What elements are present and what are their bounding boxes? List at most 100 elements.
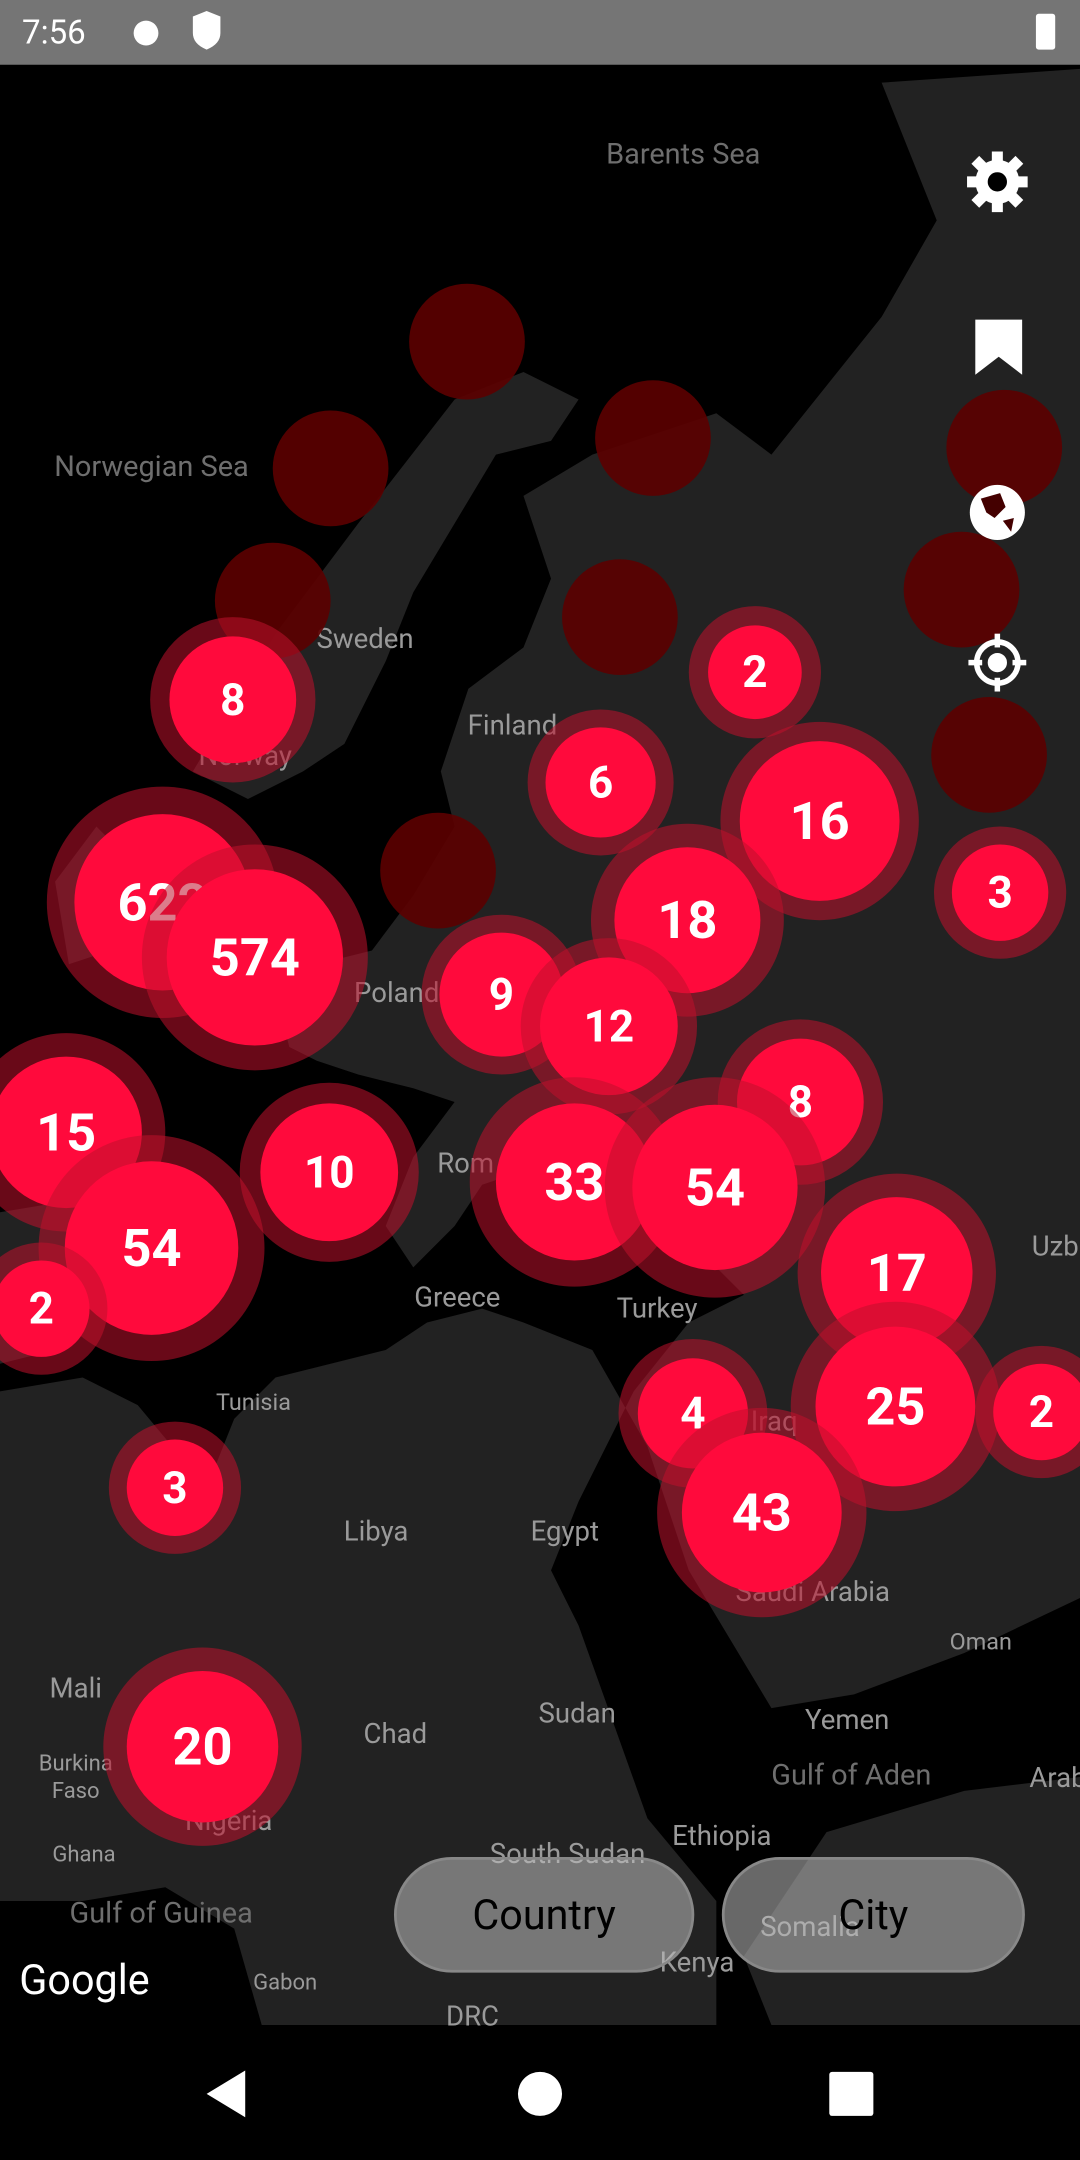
cluster[interactable]: 6 (527, 709, 674, 856)
battery-icon (1035, 13, 1056, 50)
map-label: Tunisia (216, 1388, 291, 1416)
cluster-core (64, 1161, 239, 1335)
cluster[interactable]: 54 (604, 1077, 826, 1298)
cluster-count: 54 (122, 1217, 182, 1279)
cluster[interactable]: 574 (141, 844, 368, 1071)
cluster-core (632, 1104, 798, 1271)
cluster[interactable]: 2 (688, 606, 822, 739)
cluster[interactable]: 8 (150, 617, 316, 783)
map-label: Yemen (805, 1703, 889, 1736)
map-label: Gulf of Guinea (70, 1896, 253, 1930)
cluster-count: 12 (584, 1000, 635, 1052)
map-label: Sweden (317, 622, 414, 655)
cluster[interactable]: 3 (933, 826, 1067, 959)
city-button[interactable]: City (721, 1856, 1025, 1973)
cluster-core (126, 1670, 279, 1823)
cluster-core (815, 1326, 976, 1487)
cluster-core (540, 957, 678, 1096)
empty-cluster[interactable] (946, 389, 1063, 506)
cluster-core (126, 1439, 224, 1536)
cluster-core (0, 1260, 90, 1357)
map-label: Ethiopia (672, 1819, 771, 1852)
map-label: Faso (52, 1779, 100, 1804)
status-icon (192, 11, 221, 50)
cluster[interactable]: 43 (657, 1407, 867, 1618)
empty-cluster[interactable] (562, 559, 678, 675)
map-label: Gabon (253, 1971, 317, 1996)
cluster-core (169, 636, 297, 764)
empty-clusters (214, 283, 1063, 929)
google-logo: Google (19, 1957, 149, 2005)
empty-cluster[interactable] (903, 531, 1020, 648)
empty-cluster[interactable] (595, 380, 711, 496)
map-label: Chad (364, 1717, 428, 1750)
button-label: City (838, 1892, 908, 1940)
locate-button[interactable] (968, 633, 1027, 692)
cluster-core (739, 741, 900, 901)
cluster-count: 43 (732, 1482, 792, 1544)
bookmark-button[interactable] (975, 319, 1023, 375)
cluster-core (993, 1363, 1080, 1461)
cluster-count: 10 (304, 1146, 355, 1198)
cluster-count: 2 (742, 646, 767, 698)
map-label: Barents Sea (606, 137, 760, 171)
map-label: Finland (468, 709, 558, 742)
map-label: Burkina (39, 1751, 113, 1776)
cluster-count: 6 (588, 756, 613, 808)
map-label: Turkey (617, 1291, 698, 1324)
globe-button[interactable] (969, 484, 1025, 540)
map-label: Mali (50, 1672, 102, 1705)
status-bar (0, 0, 1080, 65)
cluster[interactable]: 10 (239, 1082, 419, 1262)
cluster-count: 20 (172, 1716, 232, 1778)
cluster[interactable]: 2 (0, 1242, 108, 1375)
back-button[interactable] (206, 2070, 246, 2118)
clusters: 8261662257418912315103385454217425243320 (0, 606, 1080, 1846)
map-label: Uzb (1032, 1229, 1079, 1262)
status-icon (133, 20, 159, 46)
cluster-core (260, 1103, 399, 1242)
map-label: Norwegian Sea (54, 450, 249, 484)
cluster-count: 3 (987, 867, 1012, 919)
status-time: 7:56 (22, 14, 86, 53)
cluster-count: 2 (29, 1283, 54, 1335)
cluster-count: 9 (489, 969, 514, 1021)
map-label: Gulf of Aden (771, 1759, 931, 1793)
cluster[interactable]: 2 (975, 1345, 1080, 1479)
cluster[interactable]: 12 (520, 938, 698, 1115)
map-label: Sudan (539, 1696, 616, 1729)
map-label: Egypt (531, 1514, 599, 1547)
map-label: Greece (414, 1280, 500, 1313)
settings-button[interactable] (967, 151, 1028, 213)
cluster-core (708, 625, 802, 720)
empty-cluster[interactable] (409, 283, 525, 400)
cluster-count: 18 (657, 889, 717, 951)
cluster-count: 574 (210, 926, 300, 988)
map-label: Arab (1029, 1761, 1080, 1794)
empty-cluster[interactable] (380, 812, 496, 929)
empty-cluster[interactable] (931, 697, 1047, 813)
map-label: Ghana (52, 1842, 115, 1867)
cluster-core (166, 869, 344, 1046)
empty-cluster[interactable] (272, 410, 389, 527)
cluster[interactable]: 3 (108, 1421, 242, 1554)
cluster-count: 3 (162, 1462, 187, 1514)
cluster-count: 54 (685, 1156, 745, 1218)
recents-button[interactable] (829, 2071, 874, 2116)
cluster-count: 16 (790, 790, 850, 852)
cluster-count: 2 (1029, 1386, 1054, 1438)
map-label: Oman (950, 1628, 1012, 1656)
cluster-core (681, 1432, 842, 1593)
cluster-count: 25 (865, 1375, 925, 1437)
button-label: Country (472, 1892, 616, 1940)
cluster[interactable]: 20 (103, 1647, 302, 1846)
map-label: Libya (344, 1514, 409, 1547)
cluster-count: 8 (220, 674, 245, 726)
home-button[interactable] (517, 2071, 563, 2116)
cluster-count: 33 (544, 1151, 604, 1213)
cluster-core (951, 844, 1049, 941)
map-controls (967, 151, 1028, 692)
country-button[interactable]: Country (393, 1856, 695, 1973)
